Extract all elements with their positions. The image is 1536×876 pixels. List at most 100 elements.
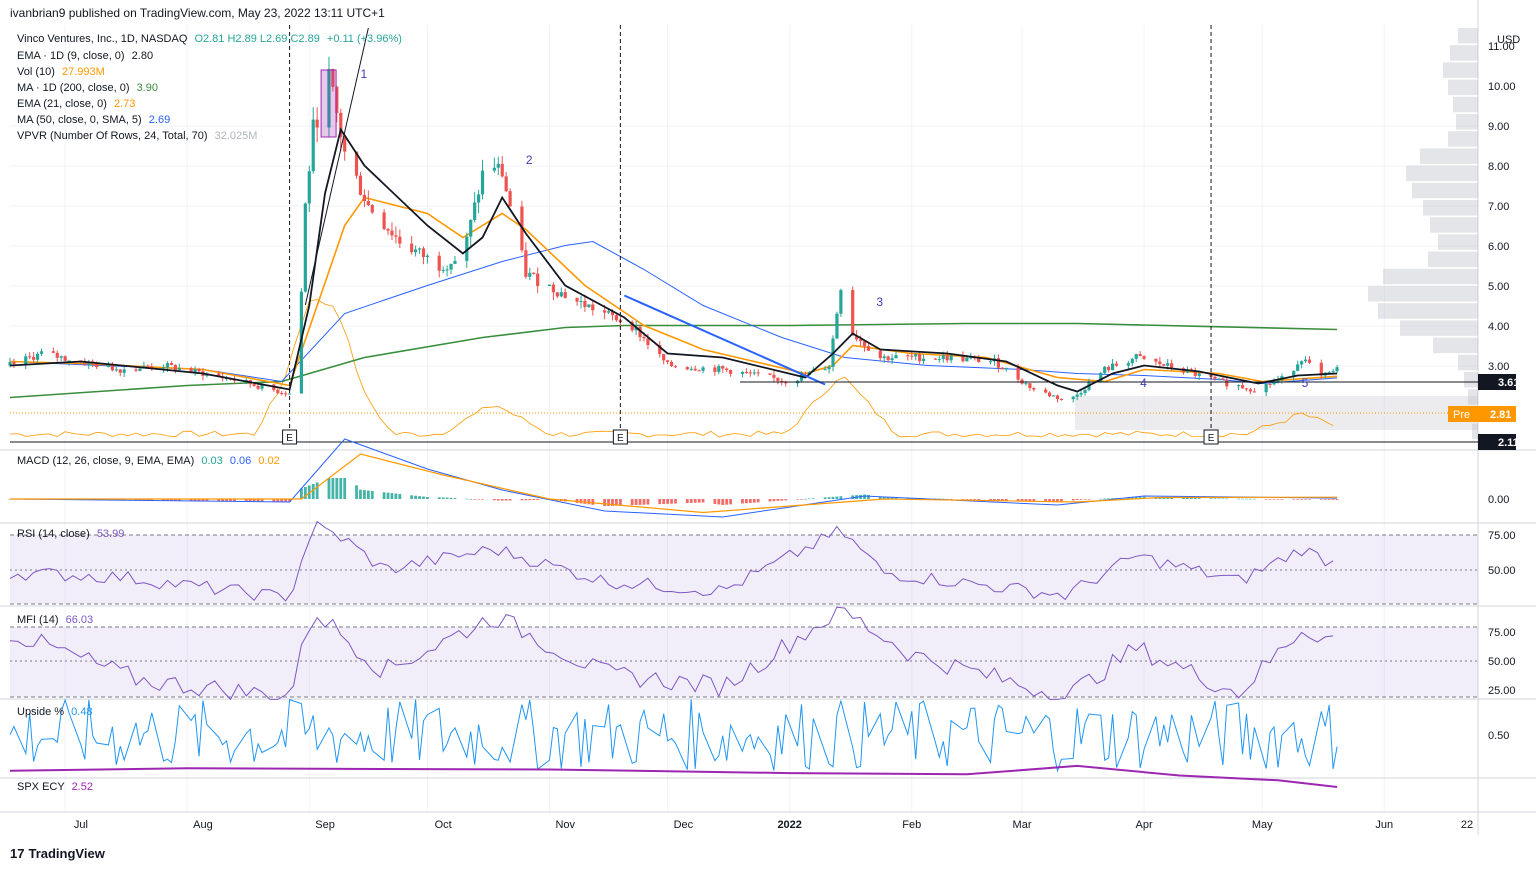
macd-bar <box>193 499 197 501</box>
macd-bar <box>311 484 315 499</box>
macd-bar <box>370 491 374 499</box>
candle-body <box>941 355 945 360</box>
macd-bar <box>1138 496 1142 499</box>
macd-bar <box>603 499 607 507</box>
mfi-value: 66.03 <box>65 614 94 626</box>
candle-body <box>839 290 843 314</box>
macd-bar <box>634 499 638 505</box>
macd-bar <box>1056 499 1059 503</box>
candle-body <box>693 368 697 371</box>
candle-body <box>445 269 449 271</box>
candle-body <box>327 68 331 128</box>
macd-bar <box>807 498 811 500</box>
candle-body <box>1107 366 1111 371</box>
macd-bar <box>1186 498 1189 499</box>
legend-volume[interactable]: Vol (10) 27.993M <box>17 66 105 78</box>
candle-body <box>492 167 496 171</box>
candle-body <box>1071 396 1075 400</box>
macd-bar <box>1032 499 1036 502</box>
candle-body <box>1292 370 1296 377</box>
candle-body <box>858 339 863 342</box>
legend-rsi[interactable]: RSI (14, close) 53.99 <box>17 528 124 540</box>
candle-body <box>1303 359 1308 362</box>
macd-bar <box>339 478 343 499</box>
macd-bar <box>741 499 744 504</box>
candle-body <box>1213 376 1217 379</box>
candle-body <box>1016 367 1020 380</box>
macd-bar <box>941 498 945 500</box>
candle-body <box>1296 364 1300 371</box>
candle-body <box>232 379 237 381</box>
macd-bar <box>886 497 890 499</box>
candle-body <box>914 354 918 357</box>
candle-body <box>725 368 729 370</box>
macd-bar <box>386 492 390 499</box>
macd-bar <box>1189 498 1193 499</box>
macd-bar <box>1044 499 1048 502</box>
macd-bar <box>989 499 992 501</box>
candle-body <box>1032 388 1036 390</box>
vpvr-label: VPVR (Number Of Rows, 24, Total, 70) <box>17 130 208 142</box>
legend-vpvr[interactable]: VPVR (Number Of Rows, 24, Total, 70) 32.… <box>17 130 257 142</box>
candle-body <box>697 370 701 372</box>
legend-upside[interactable]: Upside % 0.48 <box>17 706 93 718</box>
candle-body <box>969 357 973 359</box>
macd-bar <box>1331 499 1335 500</box>
candle-body <box>394 235 398 237</box>
candle-body <box>1307 359 1312 363</box>
legend-mfi[interactable]: MFI (14) 66.03 <box>17 614 93 626</box>
vpvr-bar <box>1430 217 1478 233</box>
vpvr-bar <box>1406 165 1478 182</box>
macd-bar <box>618 499 622 506</box>
macd-bar <box>772 499 776 502</box>
macd-bar <box>217 499 221 502</box>
macd-bar <box>496 499 500 501</box>
candle-body <box>449 263 453 270</box>
vpvr-bar <box>1428 251 1478 268</box>
candle-body <box>634 326 638 331</box>
candle-body <box>1055 395 1060 400</box>
macd-bar <box>355 485 358 499</box>
time-tick: Oct <box>435 819 452 831</box>
candle-body <box>614 315 619 321</box>
macd-bar <box>882 496 886 499</box>
tradingview-brand[interactable]: 17 TradingView <box>10 846 105 861</box>
macd-bar <box>1264 499 1268 500</box>
legend-spx-ecy[interactable]: SPX ECY 2.52 <box>17 781 93 793</box>
candle-body <box>1130 358 1134 364</box>
wave-label: 3 <box>876 295 883 309</box>
macd-bar <box>477 499 481 500</box>
publisher-caption: ivanbrian9 published on TradingView.com,… <box>10 6 385 20</box>
macd-bar <box>993 499 996 501</box>
support-tag-label: 2.11 <box>1498 437 1519 449</box>
ema9-label: EMA · 1D (9, close, 0) <box>17 50 125 62</box>
macd-bar <box>1197 498 1201 499</box>
macd-bar <box>827 497 831 499</box>
candle-body <box>689 368 693 370</box>
candle-body <box>1126 363 1130 366</box>
candle-body <box>256 385 260 389</box>
macd-bar <box>1060 499 1063 502</box>
candle-body <box>118 369 122 373</box>
candle-body <box>799 374 804 381</box>
macd-bar <box>1304 499 1307 500</box>
macd-bar <box>1048 499 1051 503</box>
candle-body <box>673 366 678 368</box>
time-tick: Nov <box>555 819 575 831</box>
candle-body <box>51 351 55 353</box>
candle-body <box>366 201 370 206</box>
candle-body <box>413 249 418 253</box>
candle-body <box>1264 383 1268 393</box>
mfi-line <box>9 606 1334 701</box>
macd-bar <box>587 499 591 505</box>
legend-ema9[interactable]: EMA · 1D (9, close, 0) 2.80 <box>17 50 153 62</box>
ema9-value: 2.80 <box>131 50 154 62</box>
legend-macd[interactable]: MACD (12, 26, close, 9, EMA, EMA) 0.03 0… <box>17 455 280 467</box>
macd-bar <box>315 482 319 499</box>
legend-ma200[interactable]: MA · 1D (200, close, 0) 3.90 <box>17 82 158 94</box>
ma50-line <box>9 240 1338 385</box>
vpvr-bar <box>1443 62 1478 78</box>
legend-ma50[interactable]: MA (50, close, 0, SMA, 5) 2.69 <box>17 114 170 126</box>
legend-ema21[interactable]: EMA (21, close, 0) 2.73 <box>17 98 135 110</box>
